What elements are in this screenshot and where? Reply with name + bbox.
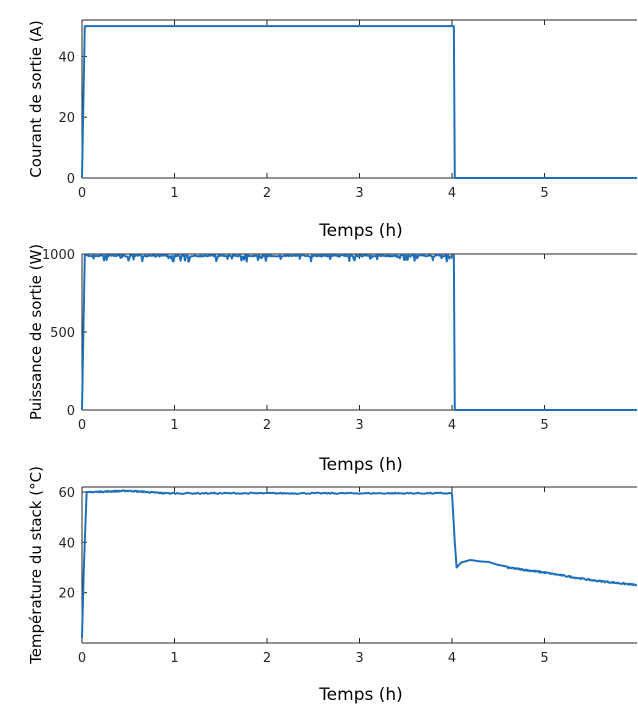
x-tick-label: 0 — [78, 651, 86, 666]
y-axis-label: Puissance de sortie (W) — [27, 244, 45, 420]
x-tick-label: 2 — [263, 651, 271, 666]
y-tick-label: 0 — [67, 404, 75, 419]
x-tick-label: 2 — [263, 418, 271, 433]
x-tick-label: 1 — [170, 186, 178, 201]
x-tick-label: 4 — [448, 418, 456, 433]
series-line-1 — [81, 25, 637, 179]
x-tick-label: 3 — [355, 418, 363, 433]
x-tick-label: 5 — [540, 418, 548, 433]
x-tick-label: 4 — [448, 186, 456, 201]
chart-panel-1: 0 1 2 3 4 5 0 20 40 Temps (h) Courant de sortie (A… — [27, 19, 637, 241]
x-tick-label: 1 — [170, 651, 178, 666]
y-tick-label: 40 — [58, 50, 75, 65]
x-tick-label: 3 — [355, 186, 363, 201]
chart-panel-3: 0 1 2 3 4 5 20 40 60 Temps (h) Température du stac… — [27, 466, 638, 705]
x-axis-label: Temps (h) — [318, 221, 403, 241]
x-tick-label: 2 — [263, 186, 271, 201]
x-tick-label: 5 — [540, 651, 548, 666]
x-tick-label: 0 — [78, 418, 86, 433]
y-tick-label: 20 — [58, 587, 75, 602]
y-axis-label: Courant de sortie (A) — [27, 20, 45, 177]
x-tick-label: 0 — [78, 186, 86, 201]
x-tick-label: 5 — [540, 186, 548, 201]
y-tick-label: 20 — [58, 111, 75, 126]
x-axis-label: Temps (h) — [318, 455, 403, 475]
y-tick-label: 40 — [58, 536, 75, 551]
y-tick-label: 0 — [67, 172, 75, 187]
y-tick-label: 1000 — [42, 248, 75, 263]
x-tick-label: 4 — [448, 651, 456, 666]
y-tick-label: 60 — [58, 486, 75, 501]
chart-panel-2: 0 1 2 3 4 5 0 500 1000 Temps (h) Puissance de sort… — [27, 244, 637, 475]
y-axis-label: Température du stack (°C) — [27, 466, 45, 665]
y-tick-label: 500 — [50, 326, 75, 341]
series-line-1 — [81, 253, 637, 411]
x-tick-label: 3 — [355, 651, 363, 666]
x-axis-label: Temps (h) — [318, 685, 403, 705]
x-tick-label: 1 — [170, 418, 178, 433]
series-line-1 — [81, 489, 638, 638]
